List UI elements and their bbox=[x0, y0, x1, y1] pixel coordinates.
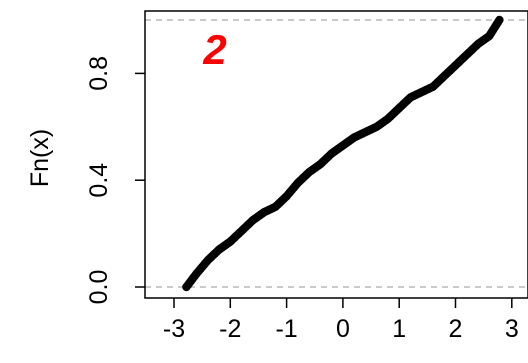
y-tick-label-2: 0.8 bbox=[85, 56, 113, 91]
x-tick-label-6: 3 bbox=[505, 315, 519, 343]
x-tick-label-1: -2 bbox=[219, 315, 241, 343]
x-tick-label-2: -1 bbox=[275, 315, 297, 343]
panel-annotation: 2 bbox=[202, 26, 226, 73]
y-axis-label: Fn(x) bbox=[26, 129, 54, 187]
x-axis: -3 -2 -1 0 1 2 3 bbox=[163, 298, 519, 343]
ecdf-point-224 bbox=[495, 15, 504, 25]
ecdf-series bbox=[182, 15, 504, 292]
y-tick-label-0: 0.0 bbox=[85, 270, 113, 305]
x-tick-label-3: 0 bbox=[336, 315, 350, 343]
y-tick-label-1: 0.4 bbox=[85, 163, 113, 198]
plot-frame bbox=[144, 10, 528, 299]
x-tick-label-5: 2 bbox=[449, 315, 463, 343]
reference-lines bbox=[145, 19, 528, 288]
y-axis: 0.0 0.4 0.8 bbox=[85, 56, 145, 304]
x-tick-label-0: -3 bbox=[163, 315, 185, 343]
x-tick-label-4: 1 bbox=[392, 315, 406, 343]
ecdf-line bbox=[185, 20, 502, 289]
